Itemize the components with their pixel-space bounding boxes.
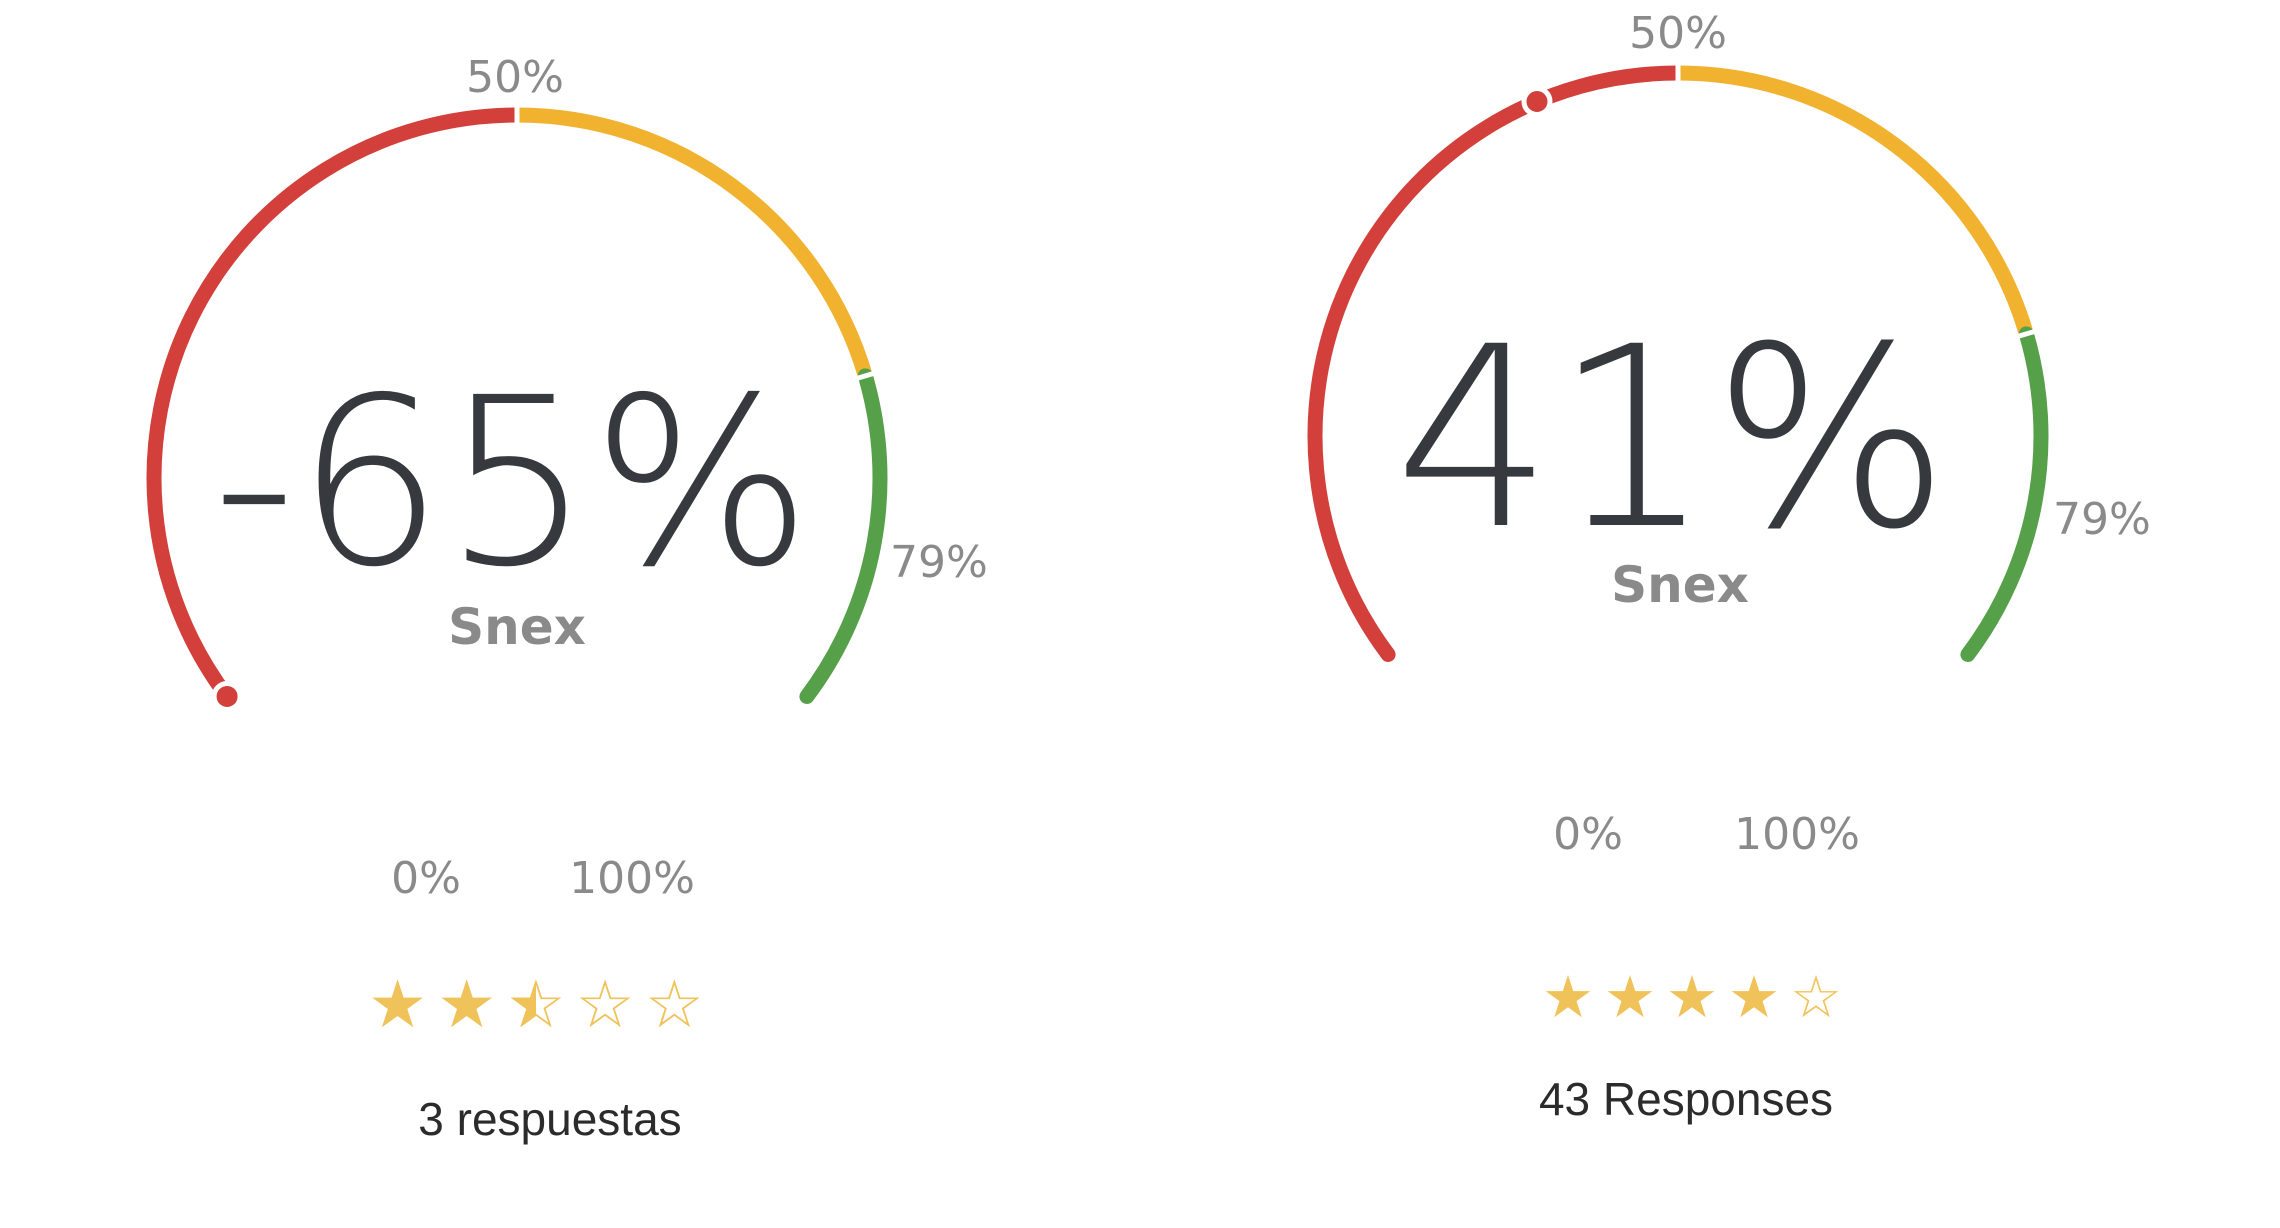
star-empty-icon: ☆ (575, 966, 635, 1043)
star-filled-icon: ★ (1604, 963, 1656, 1031)
gauge-2-tick-79: 79% (2053, 494, 2151, 545)
gauge-1-tick-79: 79% (890, 537, 988, 588)
gauge-1-rating: ★★☆★☆☆ (368, 972, 704, 1038)
gauge-2-tick-0: 0% (1553, 809, 1623, 860)
gauge-1-tick-0: 0% (391, 853, 461, 904)
gauge-1-marker (211, 680, 243, 712)
gauge-1-value: -65% (212, 348, 811, 618)
gauge-1-divider-79 (854, 370, 877, 382)
star-empty-icon: ☆ (644, 966, 704, 1043)
gauge-card-1: 50% 79% 0% 100% -65% Snex ★★☆★☆☆ 3 respu… (146, 52, 988, 1145)
star-filled-icon: ★ (368, 966, 428, 1043)
gauge-2-yellow-arc (1677, 65, 2034, 336)
gauge-2-responses: 43 Responses (1538, 1073, 1834, 1125)
gauge-1-responses: 3 respuestas (418, 1093, 682, 1145)
gauge-2-caption: Snex (1611, 556, 1749, 614)
star-filled-icon: ★ (1666, 963, 1718, 1031)
gauge-2-green-arc (1960, 326, 2049, 662)
gauge-1-red-arc (146, 107, 525, 704)
gauge-2-value: 41% (1394, 293, 1950, 584)
star-filled-icon: ★ (437, 966, 497, 1043)
gauge-1-svg: 50% 79% 0% 100% -65% Snex (146, 52, 988, 904)
gauge-2-rating: ★ ★ ★ ★ ☆ (1542, 968, 1842, 1026)
gauge-1-caption: Snex (448, 598, 586, 656)
gauge-1-tick-100: 100% (569, 853, 695, 904)
gauge-1-yellow-arc (516, 107, 873, 378)
gauge-2-tick-50: 50% (1629, 8, 1727, 59)
gauge-2-tick-100: 100% (1734, 809, 1860, 860)
star-filled-icon: ★ (1728, 963, 1780, 1031)
gauge-2-marker (1521, 86, 1553, 118)
gauge-card-2: 50% 79% 0% 100% 41% Snex ★ ★ ★ ★ ☆ 43 Respon… (1140, 0, 2280, 1228)
gauge-1-green-arc (799, 368, 888, 704)
star-half-icon: ☆★ (506, 966, 566, 1043)
gauge-2-svg: 50% 79% 0% 100% 41% Snex (1307, 8, 2151, 860)
gauge-1-tick-50: 50% (466, 52, 564, 103)
star-empty-icon: ☆ (1790, 963, 1842, 1031)
gauge-2-red-arc (1307, 65, 1686, 662)
star-filled-icon: ★ (1542, 963, 1594, 1031)
gauge-2-divider-79 (2015, 328, 2038, 340)
